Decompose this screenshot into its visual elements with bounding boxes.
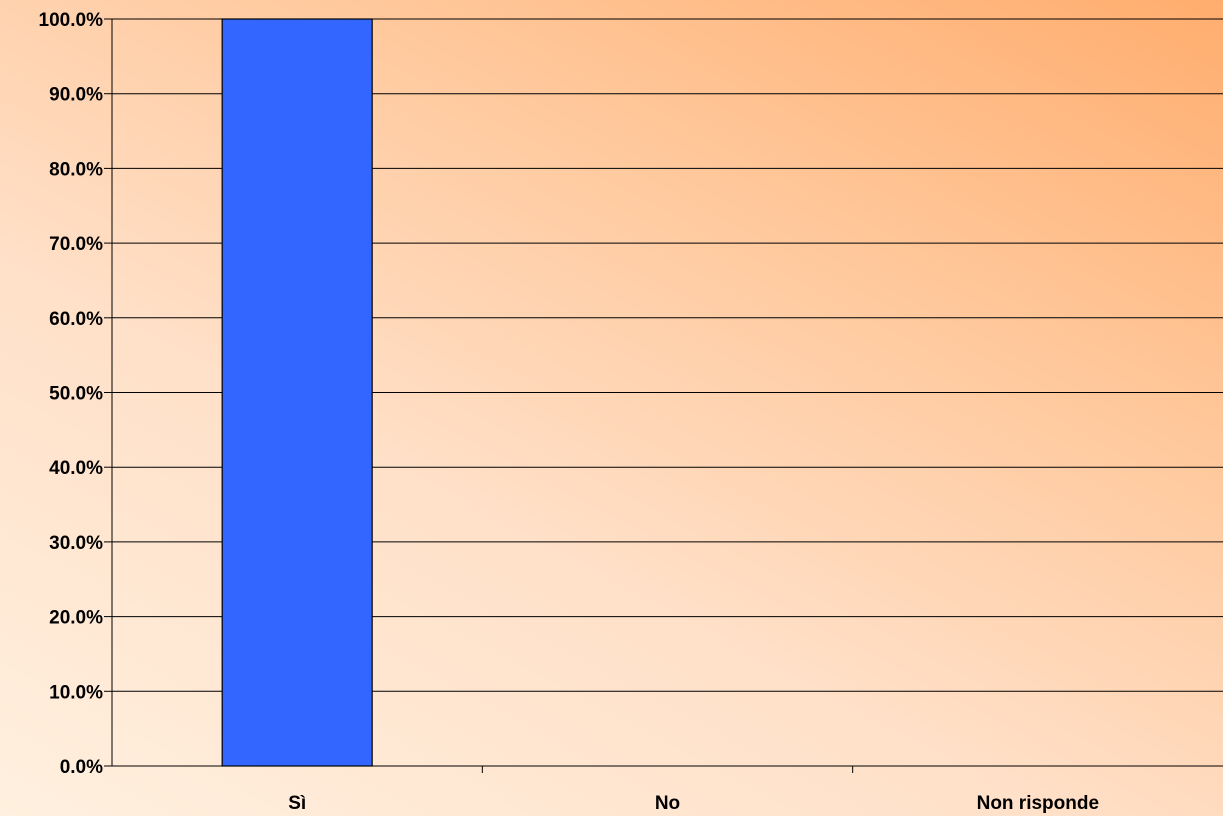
y-tick-label-0: 0.0%: [60, 757, 103, 778]
x-tick-label-2: Non risponde: [977, 793, 1099, 814]
x-tick-labels: Sì No Non risponde: [288, 793, 1099, 814]
y-tick-label-3: 30.0%: [49, 533, 103, 554]
y-tick-label-9: 90.0%: [49, 85, 103, 106]
y-tick-label-1: 10.0%: [49, 682, 103, 703]
x-tick-label-1: No: [655, 793, 680, 814]
y-tick-label-8: 80.0%: [49, 159, 103, 180]
x-tick-label-0: Sì: [288, 793, 306, 814]
y-tick-label-7: 70.0%: [49, 234, 103, 255]
y-tick-label-5: 50.0%: [49, 384, 103, 405]
y-tick-label-10: 100.0%: [39, 10, 104, 31]
bar-0: [221, 18, 373, 767]
y-tick-label-6: 60.0%: [49, 309, 103, 330]
y-tick-label-2: 20.0%: [49, 608, 103, 629]
bars: [221, 18, 373, 767]
axes: [104, 18, 1223, 773]
y-tick-labels: 0.0% 10.0% 20.0% 30.0% 40.0% 50.0% 60.0% 70.0% 8…: [39, 10, 104, 778]
y-tick-label-4: 40.0%: [49, 458, 103, 479]
